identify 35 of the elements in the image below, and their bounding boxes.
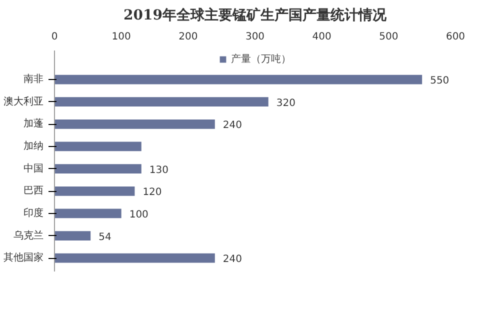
bar [54,74,422,84]
x-tick-label: 600 [446,32,466,42]
x-tick-label: 400 [312,32,332,42]
y-tick-label: 加蓬 [24,118,44,130]
bar [54,231,91,240]
bar [54,142,142,152]
y-tick-label: 巴西 [24,186,44,197]
bar [54,208,122,218]
text: 240 [222,254,242,266]
y-tick-label: 其他国家 [4,252,44,264]
text: 130 [149,164,168,176]
y-tick-label: 加纳 [24,140,44,152]
bar [54,186,135,196]
chart-title: 2019年全球主要锰矿生产国产量统计情况 [124,6,388,24]
y-tick-label: 中国 [24,162,44,174]
x-tick-label: 0 [51,32,58,42]
x-tick-label: 200 [178,32,198,42]
text: 100 [129,209,148,220]
text: 54 [98,232,112,243]
y-tick-label: 乌克兰 [14,229,44,242]
text: 240 [222,120,242,132]
bar [54,164,142,174]
bar [54,253,215,263]
x-tick-label: 300 [245,32,265,42]
text: 120 [142,187,162,198]
bar [54,97,268,107]
text: 320 [276,98,296,109]
x-tick-label: 100 [112,32,131,42]
x-tick-label: 500 [379,32,398,42]
y-tick-label: 南非 [24,73,44,86]
bar [54,119,215,129]
legend-label: 产量（万吨） [231,52,291,66]
text: 550 [430,76,450,87]
y-tick-label: 印度 [24,206,44,219]
y-tick-label: 澳大利亚 [4,95,44,108]
